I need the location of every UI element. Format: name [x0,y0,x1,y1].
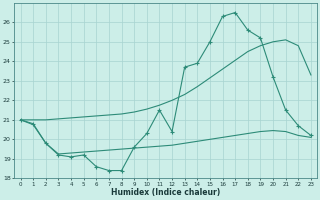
X-axis label: Humidex (Indice chaleur): Humidex (Indice chaleur) [111,188,220,197]
